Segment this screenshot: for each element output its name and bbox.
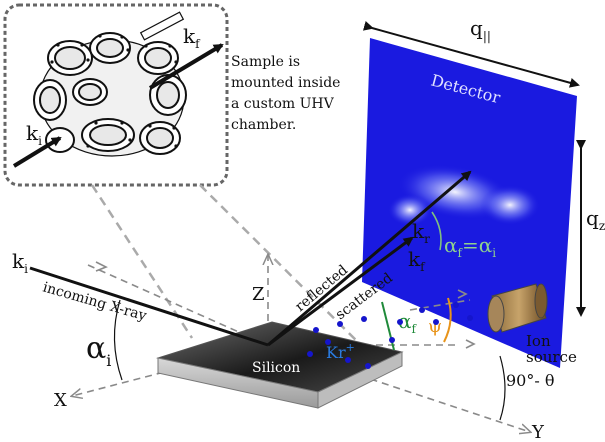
svg-text:Sample is: Sample is xyxy=(231,54,300,70)
ion-source-line2: source xyxy=(526,348,577,366)
kr-label: kr xyxy=(412,219,430,246)
alpha-eq-label: αf=αi xyxy=(444,233,496,260)
reflected-beam xyxy=(267,170,472,347)
chamber-inset: kf ki xyxy=(3,3,229,187)
ion-source-line1: Ion xyxy=(526,332,551,350)
inset-ki-label: ki xyxy=(26,121,42,148)
ion-particles xyxy=(307,302,473,369)
alpha-f-label: αf xyxy=(398,309,418,336)
svg-text:chamber.: chamber. xyxy=(231,117,296,133)
inset-kf-label: kf xyxy=(183,24,201,51)
alpha-eq-arc xyxy=(431,211,442,251)
x-axis-label: X xyxy=(54,390,67,411)
kf-label: kf xyxy=(408,247,426,274)
ninety-theta-label: 90°- θ xyxy=(506,371,554,390)
alpha-i-arc xyxy=(113,299,123,381)
y-axis-label: Y xyxy=(531,422,545,442)
ion-source xyxy=(487,283,548,333)
scattered-beam xyxy=(267,236,414,347)
kr-ion-label: Kr+ xyxy=(326,341,355,362)
silicon-label: Silicon xyxy=(252,360,300,376)
uhv-chamber-icon xyxy=(33,11,187,157)
psi-arc xyxy=(443,297,452,343)
silicon-sample: Silicon xyxy=(156,321,404,409)
ninety-theta-arc xyxy=(499,355,506,421)
incoming-beam xyxy=(29,266,269,347)
inset-guide-lines xyxy=(90,184,389,373)
ki-label: ki xyxy=(12,249,28,276)
inset-kf-arrow xyxy=(148,43,224,90)
y-axis xyxy=(267,344,530,432)
psi-label: ψ xyxy=(428,316,442,337)
q-parallel-label: q|| xyxy=(470,16,491,43)
svg-text:mounted inside: mounted inside xyxy=(231,75,340,91)
inset-ki-arrow xyxy=(12,136,62,168)
alpha-i-label: αi xyxy=(86,331,111,370)
q-z-label: qz xyxy=(586,206,605,233)
incoming-guide xyxy=(87,264,269,346)
q-parallel-arrow xyxy=(362,21,580,88)
chamber-note: Sample is mounted inside a custom UHV ch… xyxy=(231,54,340,133)
ion-direction-chevrons xyxy=(95,261,476,349)
svg-text:a custom UHV: a custom UHV xyxy=(231,96,335,112)
z-axis-label: Z xyxy=(252,284,265,305)
